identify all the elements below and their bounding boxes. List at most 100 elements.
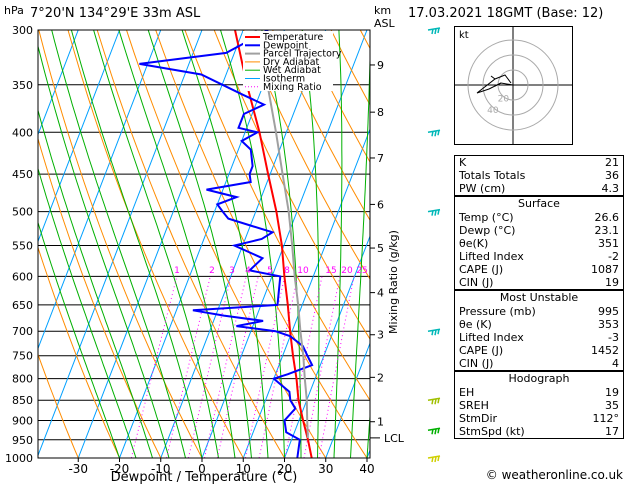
wet-adiabat-line — [70, 30, 203, 458]
series-lines — [139, 30, 314, 458]
mixing-ratio-label: 3 — [229, 266, 235, 276]
row-value: -2 — [608, 250, 619, 263]
table-row: θe (K) 353 — [455, 318, 623, 331]
x-tick-label: 40 — [359, 462, 374, 476]
km-tick-label: 8 — [377, 106, 384, 119]
km-tick-label: 9 — [377, 59, 384, 72]
pressure-tick-label: 450 — [12, 168, 33, 181]
pressure-tick-label: 700 — [12, 325, 33, 338]
hodo-kt-label: kt — [459, 30, 469, 41]
legend-bg — [243, 31, 333, 91]
km-tick-label: 7 — [377, 152, 384, 165]
parcel-trajectory-line — [254, 30, 309, 438]
mixing-ratio-line — [187, 276, 232, 458]
mixing-ratio-label: 20 — [341, 266, 353, 276]
wet-adiabat-line — [93, 30, 219, 458]
km-label: km — [374, 4, 392, 17]
mixing-ratio-line — [284, 276, 323, 458]
row-label: K — [459, 156, 467, 169]
isotherm-line — [325, 341, 370, 458]
wet-adiabat-line — [38, 167, 137, 458]
row-value: 21 — [605, 156, 619, 169]
hpa-label: hPa — [4, 4, 24, 17]
pressure-tick-label: 550 — [12, 239, 33, 252]
isotherm-line — [242, 127, 370, 458]
table-row: EH 19 — [455, 386, 623, 399]
mixing-ratio-label: 1 — [174, 266, 180, 276]
isotherm-line — [38, 30, 79, 136]
dry-adiabat-line — [38, 137, 162, 458]
table-row: θe(K) 351 — [455, 237, 623, 250]
pressure-tick-label: 800 — [12, 373, 33, 386]
pressure-tick-label: 300 — [12, 24, 33, 37]
dry-adiabat-line — [67, 30, 244, 458]
row-label: Totals Totals — [459, 169, 526, 182]
hodograph-box: Hodograph EH 19 SREH 35 StmDir 112° StmSpd (kt… — [454, 371, 624, 439]
dry-adiabat-line — [96, 30, 285, 458]
wind-barb-icon — [427, 455, 441, 463]
row-label: CAPE (J) — [459, 344, 504, 357]
most-unstable-title: Most Unstable — [455, 290, 623, 305]
isotherm-line — [284, 234, 370, 458]
x-tick-label: 10 — [236, 462, 251, 476]
indices-box: K 21 Totals Totals 36 PW (cm) 4.3 — [454, 155, 624, 196]
row-label: θe(K) — [459, 237, 489, 250]
x-tick-label: -30 — [68, 462, 88, 476]
row-label: CAPE (J) — [459, 263, 504, 276]
wet-adiabat-line — [51, 30, 186, 458]
km-tick-label: 4 — [377, 287, 384, 300]
wet-adiabat-line — [350, 35, 370, 458]
pressure-tick-label: 950 — [12, 434, 33, 447]
pressure-tick-label: 400 — [12, 126, 33, 139]
legend-entry: Parcel Trajectory — [263, 49, 342, 60]
location-title: 7°20'N 134°29'E 33m ASL — [30, 6, 201, 21]
row-label: Dewp (°C) — [459, 224, 516, 237]
dry-adiabat-line — [301, 30, 370, 164]
datetime-title: 17.03.2021 18GMT (Base: 12) — [408, 6, 604, 21]
x-tick-label: -10 — [151, 462, 171, 476]
watermark: © weatheronline.co.uk — [485, 468, 623, 482]
wind-barb-icon — [427, 129, 441, 137]
dry-adiabat-line — [184, 30, 370, 402]
pressure-tick-label: 850 — [12, 394, 33, 407]
hodograph-panel: kt 20 40 — [454, 26, 573, 145]
table-row: Dewp (°C) 23.1 — [455, 224, 623, 237]
isotherm-line — [201, 30, 368, 458]
pressure-tick-label: 650 — [12, 299, 33, 312]
row-label: CIN (J) — [459, 276, 494, 289]
table-row: Temp (°C) 26.6 — [455, 211, 623, 224]
row-label: Temp (°C) — [459, 211, 514, 224]
table-row: StmSpd (kt) 17 — [455, 425, 623, 438]
hodograph-title: Hodograph — [455, 371, 623, 386]
wet-adiabat-line — [118, 30, 236, 458]
asl-label: ASL — [374, 17, 395, 30]
row-value: 1452 — [591, 344, 619, 357]
isotherm-line — [38, 30, 203, 457]
wind-barb-icon — [427, 27, 441, 35]
row-value: 36 — [605, 169, 619, 182]
table-row: StmDir 112° — [455, 412, 623, 425]
mixing-ratio-label: 15 — [325, 266, 336, 276]
row-label: SREH — [459, 399, 489, 412]
hodo-ring — [482, 54, 544, 116]
row-value: 35 — [605, 399, 619, 412]
wet-adiabat-line — [333, 30, 343, 458]
wind-barb-icon — [427, 397, 441, 405]
legend-entry: Dry Adiabat — [263, 57, 320, 68]
legend-entry: Isotherm — [263, 74, 305, 85]
isotherm-line — [77, 30, 244, 458]
row-label: Lifted Index — [459, 250, 524, 263]
axes: 3003504004505005506006507007508008509009… — [5, 24, 405, 485]
km-tick-label: 3 — [377, 329, 384, 342]
indices-table: K 21 Totals Totals 36 PW (cm) 4.3 Surface Tem… — [454, 155, 624, 439]
km-tick-label: 5 — [377, 242, 384, 255]
hodo-trace — [476, 74, 514, 94]
mixing-ratio-label: 2 — [209, 266, 215, 276]
pressure-tick-label: 900 — [12, 415, 33, 428]
dry-adiabat-line — [126, 30, 327, 458]
mixing-ratio-line — [166, 276, 211, 458]
hodo-ring — [467, 39, 559, 131]
wind-barb-icon — [427, 427, 441, 435]
wind-barb-icon — [427, 328, 441, 336]
